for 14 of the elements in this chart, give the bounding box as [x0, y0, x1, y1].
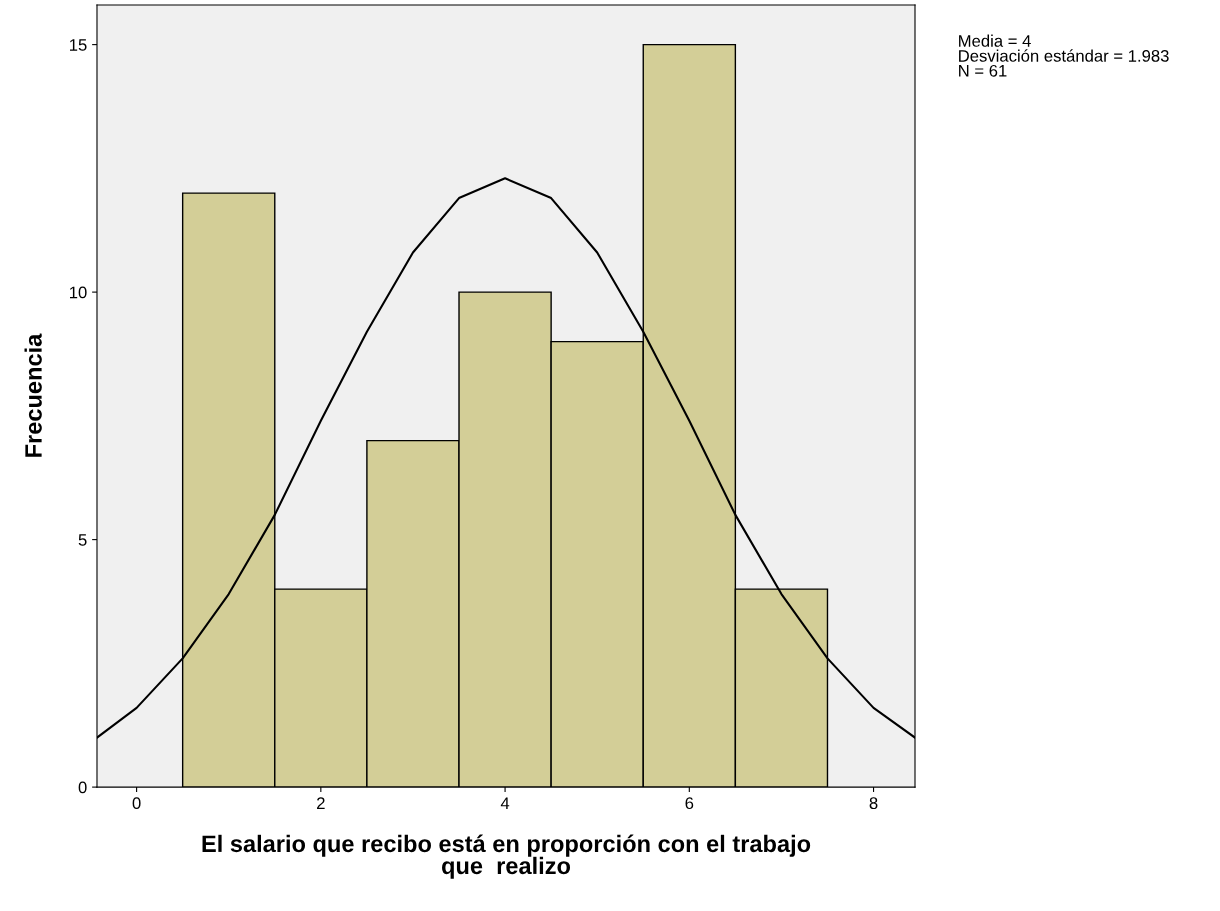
- x-tick-label: 8: [869, 797, 878, 810]
- x-tick-label: 4: [500, 797, 510, 809]
- y-tick-label: 0: [78, 781, 87, 794]
- x-tick-label: 0: [132, 797, 141, 810]
- y-tick-label: 5: [78, 534, 87, 546]
- y-axis-title: Frecuencia: [24, 333, 42, 457]
- y-tick-label: 15: [70, 39, 87, 51]
- x-axis-title: El salario que recibo está en proporción con el trabajo que realizo: [202, 834, 811, 879]
- x-tick-label: 2: [317, 797, 325, 809]
- text: N = 61: [959, 64, 1007, 77]
- y-tick-label: 10: [70, 286, 87, 299]
- text: Desviación estándar = 1.983: [959, 49, 1169, 62]
- text: Media = 4: [959, 34, 1031, 47]
- x-tick-label: 6: [685, 797, 694, 810]
